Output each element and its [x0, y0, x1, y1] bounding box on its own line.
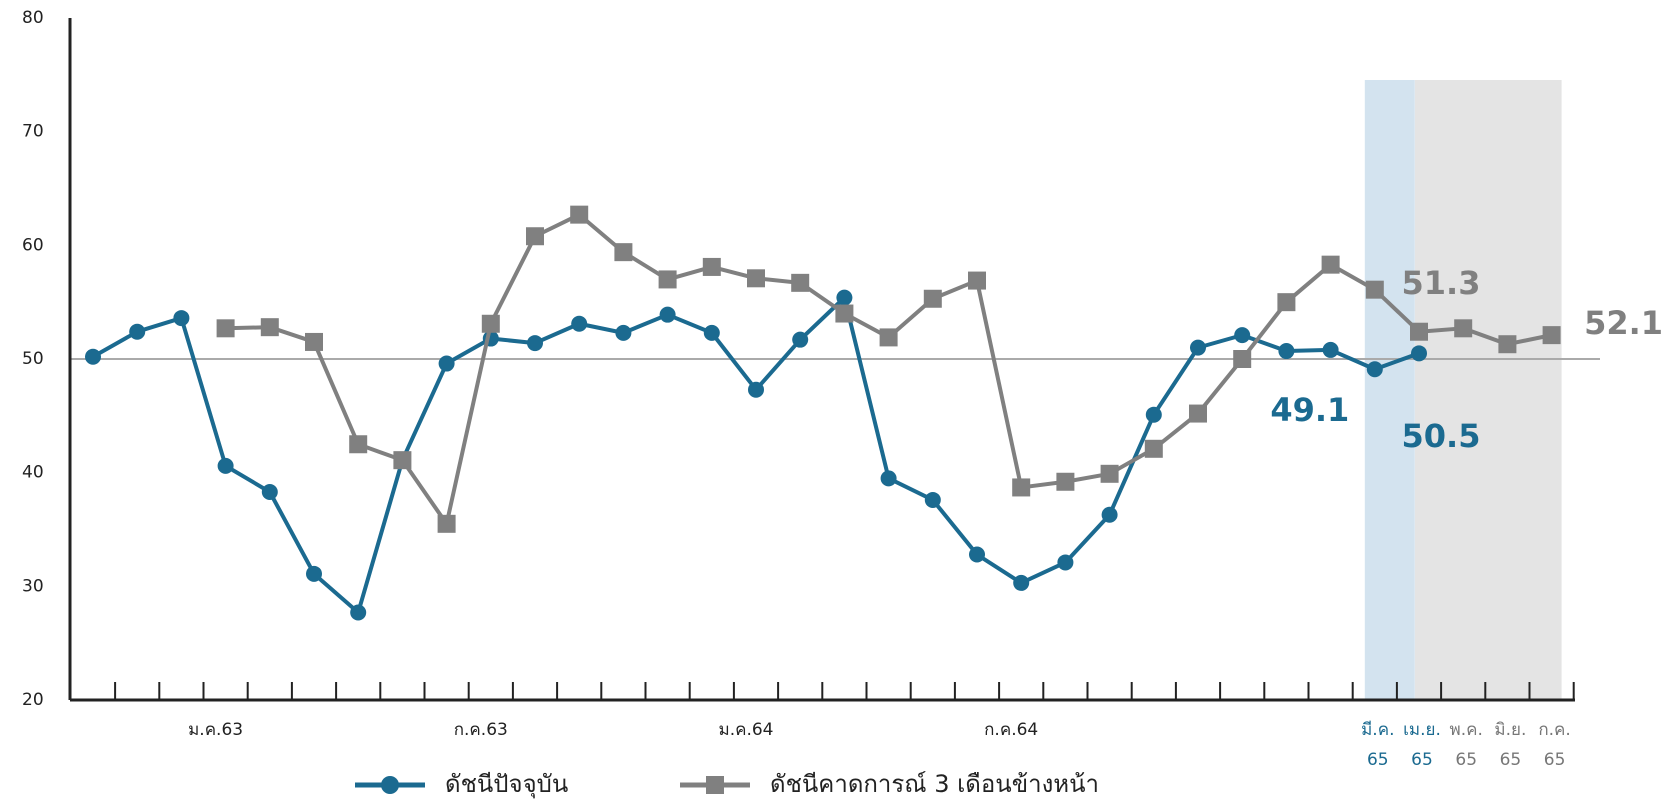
marker — [702, 257, 721, 276]
x-tick-label: ม.ค.63 — [188, 720, 243, 740]
marker — [791, 273, 810, 292]
marker — [792, 331, 809, 348]
marker — [1012, 478, 1031, 497]
y-tick-label: 20 — [22, 690, 44, 710]
marker — [1322, 341, 1339, 358]
marker — [1278, 343, 1295, 360]
marker — [835, 304, 854, 323]
marker — [1145, 406, 1162, 423]
marker — [968, 271, 986, 290]
marker — [1233, 350, 1252, 368]
x-tick-label: พ.ค. 65 — [1450, 720, 1483, 770]
forecast-band — [1415, 80, 1562, 700]
marker — [1411, 345, 1427, 362]
marker — [1454, 319, 1473, 338]
marker — [217, 457, 234, 474]
marker — [1144, 439, 1163, 458]
marker — [350, 604, 367, 621]
marker — [260, 318, 279, 337]
marker — [305, 332, 323, 351]
marker — [1498, 335, 1517, 354]
value-label: 50.5 — [1402, 417, 1481, 455]
marker — [703, 324, 720, 341]
marker — [306, 565, 322, 582]
marker — [969, 546, 985, 563]
marker — [923, 289, 942, 308]
marker — [747, 269, 765, 288]
marker — [659, 306, 676, 323]
marker — [571, 315, 588, 332]
y-tick-label: 40 — [22, 463, 44, 483]
y-tick-label: 50 — [22, 349, 44, 369]
marker — [614, 243, 633, 262]
y-tick-label: 60 — [22, 235, 44, 255]
y-tick-label: 70 — [22, 122, 44, 142]
marker — [349, 435, 368, 454]
marker — [438, 355, 455, 372]
marker — [481, 314, 500, 333]
y-tick-label: 80 — [22, 8, 44, 28]
value-label: 52.1 — [1584, 304, 1663, 342]
marker — [1366, 361, 1383, 378]
marker — [1277, 293, 1296, 312]
marker — [1365, 280, 1384, 299]
x-tick-label: มิ.ย. 65 — [1494, 720, 1526, 770]
marker — [527, 335, 543, 352]
marker — [1542, 326, 1561, 345]
marker — [748, 381, 764, 398]
marker — [879, 328, 898, 347]
value-label: 49.1 — [1270, 391, 1349, 429]
marker — [129, 323, 146, 340]
marker — [615, 324, 632, 341]
marker — [570, 205, 589, 224]
highlight-band — [1364, 80, 1415, 700]
x-tick-label: เม.ย. 65 — [1403, 720, 1441, 770]
series-line — [92, 295, 1420, 615]
marker — [836, 289, 853, 306]
marker — [658, 270, 677, 289]
marker — [85, 348, 101, 365]
marker — [437, 514, 456, 533]
marker — [1013, 574, 1030, 591]
value-label: 51.3 — [1402, 264, 1481, 302]
y-tick-label: 30 — [22, 576, 44, 596]
marker — [526, 227, 544, 246]
legend-label: ดัชนีปัจจุบัน — [445, 770, 568, 799]
marker — [1100, 464, 1119, 483]
marker — [1234, 327, 1251, 344]
x-tick-label: ก.ค.64 — [984, 720, 1038, 740]
legend-marker — [381, 776, 399, 794]
x-tick-label: มี.ค. 65 — [1361, 720, 1394, 770]
marker — [173, 310, 190, 327]
marker — [1189, 404, 1207, 423]
marker — [1056, 472, 1075, 491]
marker — [393, 451, 412, 470]
marker — [261, 483, 278, 500]
x-tick-label: ก.ค.63 — [454, 720, 508, 740]
marker — [216, 319, 235, 338]
marker — [1410, 322, 1428, 341]
marker — [1321, 255, 1340, 274]
x-tick-label: ม.ค.64 — [718, 720, 773, 740]
x-tick-label: ก.ค. 65 — [1538, 720, 1570, 770]
marker — [924, 491, 941, 508]
legend-label: ดัชนีคาดการณ์ 3 เดือนข้างหน้า — [770, 770, 1099, 798]
marker — [1057, 554, 1074, 571]
marker — [1101, 506, 1118, 523]
marker — [1190, 339, 1206, 356]
legend-marker — [706, 776, 724, 794]
marker — [880, 470, 897, 487]
